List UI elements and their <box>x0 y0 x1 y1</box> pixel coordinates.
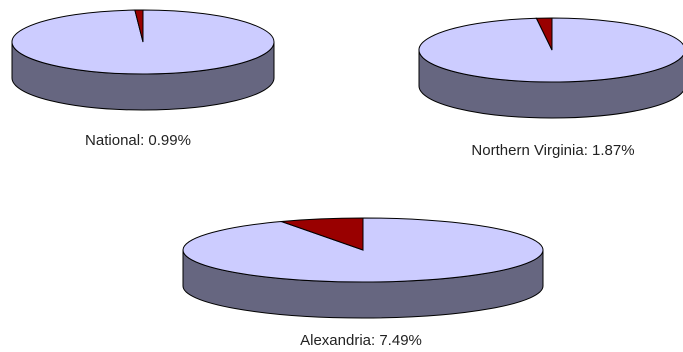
pie-slice-remainder <box>418 17 683 83</box>
pie-chart-northern-virginia <box>418 17 683 119</box>
pie-slice-highlighted <box>535 17 553 51</box>
pie-slice-highlighted <box>134 9 144 43</box>
pie-label-national: National: 0.99% <box>85 132 191 149</box>
pie-chart-national <box>11 9 275 111</box>
pie-chart-alexandria <box>182 217 544 319</box>
pie-label-northern-virginia: Northern Virginia: 1.87% <box>471 142 634 159</box>
pie-slice-highlighted <box>281 217 364 251</box>
pie-label-alexandria: Alexandria: 7.49% <box>300 332 422 349</box>
